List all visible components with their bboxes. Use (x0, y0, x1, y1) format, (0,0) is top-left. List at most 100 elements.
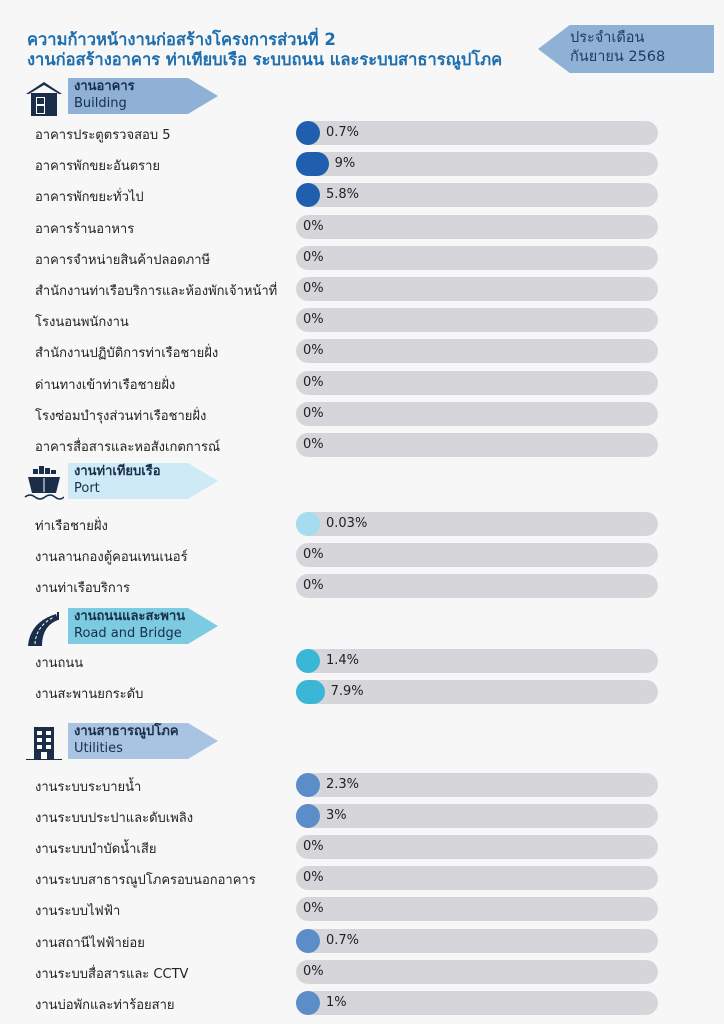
bar-category-label: อาคารประตูตรวจสอบ 5 (35, 128, 171, 143)
bar-value-label: 2.3% (326, 777, 360, 792)
section-title-en: Port (74, 481, 100, 496)
bar-track: 0% (296, 574, 658, 598)
utility-building-icon (24, 725, 64, 761)
bar-row: สำนักงานท่าเรือบริการและห้องพักเจ้าหน้าท… (0, 277, 724, 301)
bar-row: อาคารประตูตรวจสอบ 5 0.7% (0, 121, 724, 145)
bar-track: 9% (296, 152, 658, 177)
bar-track: 0% (296, 866, 658, 891)
bar-value-label: 0% (303, 374, 324, 390)
bar-fill (296, 152, 329, 177)
bar-category-label: สำนักงานปฏิบัติการท่าเรือชายฝั่ง (35, 346, 219, 362)
bar-row: งานบ่อพักและท่าร้อยสาย 1% (0, 990, 724, 1015)
section-banner: งานอาคาร Building (68, 78, 218, 114)
bar-value-label: 3% (326, 808, 347, 824)
bar-fill (296, 649, 320, 673)
bar-category-label: อาคารพักขยะทั่วไป (35, 190, 144, 206)
bar-value-label: 5.8% (326, 187, 360, 203)
bar-category-label: สำนักงานท่าเรือบริการและห้องพักเจ้าหน้าท… (35, 284, 278, 299)
bar-value-label: 1% (326, 994, 347, 1010)
bar-value-label: 0% (303, 343, 324, 359)
bar-value-label: 0% (303, 870, 324, 886)
bar-row: อาคารร้านอาหาร 0% (0, 214, 724, 239)
bar-track: 7.9% (296, 680, 658, 704)
bar-category-label: งานถนน (35, 656, 84, 671)
bar-category-label: งานบ่อพักและท่าร้อยสาย (35, 997, 175, 1013)
bar-fill (296, 928, 320, 953)
bar-value-label: 0% (303, 437, 324, 452)
bar-track: 0% (296, 370, 658, 395)
section-title-en: Utilities (74, 741, 123, 756)
bar-category-label: งานลานกองตู้คอนเทนเนอร์ (35, 550, 188, 565)
bar-row: ท่าเรือชายฝั่ง 0.03% (0, 512, 724, 536)
bar-fill (296, 121, 320, 145)
bar-row: อาคารจำหน่ายสินค้าปลอดภาษี 0% (0, 245, 724, 270)
bar-value-label: 0.03% (326, 516, 368, 531)
bar-category-label: อาคารจำหน่ายสินค้าปลอดภาษี (35, 252, 211, 268)
title-line-2: งานก่อสร้างอาคาร ท่าเทียบเรือ ระบบถนน แล… (27, 50, 503, 69)
bar-track: 0% (296, 959, 658, 984)
bar-row: งานระบบสื่อสารและ CCTV 0% (0, 959, 724, 984)
bar-row: งานท่าเรือบริการ 0% (0, 574, 724, 598)
bar-fill (296, 183, 320, 208)
bar-fill (296, 804, 320, 829)
bar-value-label: 0% (303, 901, 324, 917)
bar-category-label: งานสถานีไฟฟ้าย่อย (35, 935, 145, 951)
section-banner: งานถนนและสะพาน Road and Bridge (68, 608, 218, 644)
bar-row: งานระบบระบายน้ำ 2.3% (0, 773, 724, 797)
bar-value-label: 1.4% (326, 653, 360, 668)
bar-row: งานสถานีไฟฟ้าย่อย 0.7% (0, 928, 724, 953)
bar-value-label: 0% (303, 281, 324, 296)
bar-fill (296, 512, 320, 536)
bar-category-label: อาคารร้านอาหาร (35, 221, 135, 237)
bar-value-label: 7.9% (330, 684, 364, 699)
bar-value-label: 0.7% (326, 125, 360, 140)
bar-category-label: งานสะพานยกระดับ (35, 687, 144, 702)
bar-track: 1% (296, 990, 658, 1015)
bar-track: 2.3% (296, 773, 658, 797)
bar-row: โรงนอนพนักงาน 0% (0, 308, 724, 333)
bar-row: อาคารสื่อสารและหอสังเกตการณ์ 0% (0, 433, 724, 457)
bar-track: 0% (296, 214, 658, 239)
bar-fill (296, 990, 320, 1015)
bar-fill (296, 680, 325, 704)
bar-value-label: 0% (303, 312, 324, 328)
bar-value-label: 0% (303, 578, 324, 593)
building-icon (24, 80, 64, 116)
bar-category-label: งานท่าเรือบริการ (35, 581, 131, 596)
period-label: ประจำเดือน (570, 30, 645, 46)
bar-track: 3% (296, 804, 658, 829)
bar-row: อาคารพักขยะอันตราย 9% (0, 152, 724, 177)
bar-row: ด่านทางเข้าท่าเรือชายฝั่ง 0% (0, 370, 724, 395)
bar-value-label: 9% (334, 156, 356, 172)
bar-track: 0% (296, 835, 658, 860)
bar-category-label: งานระบบประปาและดับเพลิง (35, 811, 194, 827)
bar-track: 0% (296, 897, 658, 922)
bar-row: งานระบบประปาและดับเพลิง 3% (0, 804, 724, 829)
section-title-th: งานอาคาร (74, 79, 135, 94)
section-banner: งานท่าเทียบเรือ Port (68, 463, 218, 499)
bar-value-label: 0% (303, 405, 324, 421)
bar-value-label: 0% (303, 963, 324, 979)
bar-row: งานถนน 1.4% (0, 649, 724, 673)
period-badge: ประจำเดือน กันยายน 2568 (538, 25, 714, 73)
bar-track: 0% (296, 308, 658, 333)
bar-track: 1.4% (296, 649, 658, 673)
bar-value-label: 0% (303, 218, 324, 234)
section-title-th: งานถนนและสะพาน (74, 609, 186, 624)
ship-icon (24, 465, 65, 501)
bar-row: งานสะพานยกระดับ 7.9% (0, 680, 724, 704)
bar-track: 0.7% (296, 928, 658, 953)
bar-track: 0.7% (296, 121, 658, 145)
bar-row: งานลานกองตู้คอนเทนเนอร์ 0% (0, 543, 724, 567)
bar-category-label: ด่านทางเข้าท่าเรือชายฝั่ง (35, 377, 176, 393)
bar-category-label: งานระบบบำบัดน้ำเสีย (35, 842, 157, 858)
section-banner: งานสาธารณูปโภค Utilities (68, 723, 218, 759)
section-title-en: Building (74, 96, 127, 111)
bar-category-label: งานระบบไฟฟ้า (35, 904, 121, 920)
bar-value-label: 0% (303, 839, 324, 855)
bar-category-label: อาคารสื่อสารและหอสังเกตการณ์ (35, 440, 221, 455)
bar-track: 0% (296, 277, 658, 301)
section-title-en: Road and Bridge (74, 626, 182, 641)
road-icon (24, 610, 64, 646)
bar-track: 0% (296, 401, 658, 426)
